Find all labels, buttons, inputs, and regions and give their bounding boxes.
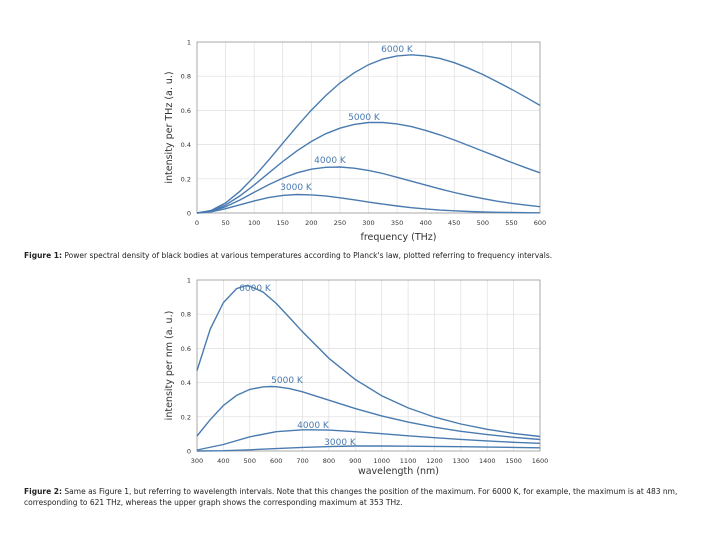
series-line-6000-k bbox=[196, 285, 541, 438]
x-tick-label: 0 bbox=[195, 219, 199, 227]
x-tick-label: 500 bbox=[244, 457, 256, 465]
x-tick-label: 1200 bbox=[426, 457, 443, 465]
x-tick-label: 600 bbox=[270, 457, 282, 465]
y-tick-label: 0.4 bbox=[181, 141, 191, 149]
wavelength-chart: 300 400 500 600 700 800 900 1000 1100 1200 1300 140… bbox=[164, 277, 549, 478]
series-line-4000-k bbox=[196, 166, 541, 214]
series-label: 4000 K bbox=[297, 421, 330, 431]
x-tick-label: 450 bbox=[448, 219, 460, 227]
y-tick-label: 0 bbox=[187, 448, 191, 456]
x-tick-label: 1000 bbox=[373, 457, 390, 465]
x-tick-label: 400 bbox=[217, 457, 229, 465]
y-axis-title: intensity per nm (a. u.) bbox=[164, 311, 175, 421]
frequency-chart: 0 50 100 150 200 250 300 350 400 450 500 550 600 0 0.2… bbox=[164, 39, 546, 244]
x-tick-label: 350 bbox=[391, 219, 403, 227]
x-tick-label: 400 bbox=[419, 219, 431, 227]
y-axis-title: intensity per THz (a. u.) bbox=[164, 71, 175, 183]
series-line-4000-k bbox=[196, 429, 541, 451]
figure-1-caption: Figure 1: Power spectral density of blac… bbox=[24, 250, 664, 261]
x-tick-label: 800 bbox=[323, 457, 335, 465]
x-tick-label: 150 bbox=[277, 219, 289, 227]
figure-1-text: Power spectral density of black bodies a… bbox=[62, 251, 553, 260]
y-tick-label: 0.2 bbox=[181, 175, 191, 183]
plot-frame bbox=[196, 41, 541, 214]
figure-1-label: Figure 1: bbox=[24, 251, 63, 260]
series-label: 4000 K bbox=[314, 156, 347, 166]
series-label: 5000 K bbox=[348, 113, 381, 123]
series-label: 3000 K bbox=[280, 183, 313, 193]
y-tick-label: 0 bbox=[187, 210, 191, 218]
x-tick-label: 1500 bbox=[505, 457, 522, 465]
y-tick-label: 0.2 bbox=[181, 413, 191, 421]
x-tick-label: 50 bbox=[221, 219, 229, 227]
x-tick-label: 200 bbox=[305, 219, 317, 227]
series-line-3000-k bbox=[196, 445, 541, 452]
y-tick-label: 0.4 bbox=[181, 379, 191, 387]
x-tick-label: 1300 bbox=[453, 457, 470, 465]
plot-frame bbox=[196, 279, 541, 452]
x-tick-label: 300 bbox=[362, 219, 374, 227]
figure-2-text: Same as Figure 1, but referring to wavel… bbox=[24, 487, 678, 507]
x-axis-title: frequency (THz) bbox=[360, 232, 436, 243]
x-tick-label: 300 bbox=[191, 457, 203, 465]
x-tick-label: 900 bbox=[349, 457, 361, 465]
x-tick-label: 550 bbox=[505, 219, 517, 227]
x-tick-label: 500 bbox=[477, 219, 489, 227]
series-line-3000-k bbox=[196, 193, 541, 214]
x-tick-label: 1100 bbox=[400, 457, 417, 465]
series-label: 6000 K bbox=[381, 45, 414, 55]
y-tick-label: 0.6 bbox=[181, 345, 191, 353]
x-tick-label: 1600 bbox=[532, 457, 549, 465]
x-tick-label: 600 bbox=[534, 219, 546, 227]
series-line-5000-k bbox=[196, 385, 541, 441]
y-tick-label: 0.6 bbox=[181, 107, 191, 115]
x-tick-label: 100 bbox=[248, 219, 260, 227]
y-tick-label: 0.8 bbox=[181, 73, 191, 81]
y-tick-label: 1 bbox=[187, 277, 191, 285]
x-tick-label: 250 bbox=[334, 219, 346, 227]
series-line-6000-k bbox=[196, 54, 541, 214]
y-tick-label: 0.8 bbox=[181, 311, 191, 319]
x-tick-label: 700 bbox=[296, 457, 308, 465]
figure-2-caption: Figure 2: Same as Figure 1, but referrin… bbox=[24, 486, 699, 508]
x-tick-label: 1400 bbox=[479, 457, 496, 465]
series-line-5000-k bbox=[196, 121, 541, 214]
series-label: 5000 K bbox=[271, 376, 304, 386]
figure-2-label: Figure 2: bbox=[24, 487, 63, 496]
series-label: 6000 K bbox=[239, 284, 272, 294]
x-axis-title: wavelength (nm) bbox=[358, 466, 439, 477]
y-tick-label: 1 bbox=[187, 39, 191, 47]
series-label: 3000 K bbox=[324, 438, 357, 448]
